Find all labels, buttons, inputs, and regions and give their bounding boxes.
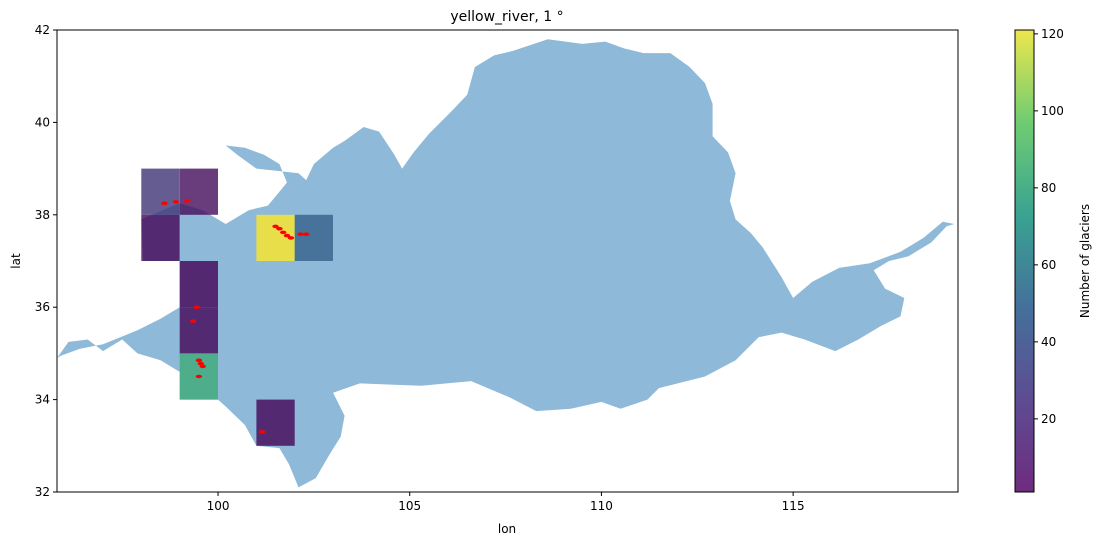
glacier-point [280,230,287,235]
glacier-point [287,236,295,240]
glacier-point [197,361,204,366]
glacier-point [195,358,203,363]
plot-frame [56,29,959,493]
basin-polygon [57,39,955,488]
colorbar-ticks: 20 40 60 80 100 120 [1034,27,1064,426]
y-tick-label: 42 [35,23,50,37]
glacier-point [283,233,291,238]
grid-cell [256,399,295,446]
plot-area [57,39,955,488]
colorbar-tick-label: 60 [1041,258,1056,272]
grid-cells [141,168,333,446]
grid-cell [141,168,180,215]
glacier-point [303,232,310,236]
colorbar-gradient [1014,29,1035,493]
glacier-point [161,201,168,206]
colorbar-tick-label: 100 [1041,104,1064,118]
y-tick-label: 36 [35,300,50,314]
y-tick-label: 32 [35,485,50,499]
colorbar-tick-label: 80 [1041,181,1056,195]
glacier-point [199,364,206,369]
grid-cell [141,214,180,261]
chart-title: yellow_river, 1 ° [450,9,563,25]
y-axis-label: lat [9,253,23,269]
glacier-point [297,232,304,236]
x-axis-ticks: 100 105 110 115 [207,492,805,513]
colorbar-tick-label: 40 [1041,335,1056,349]
glacier-point [172,200,180,204]
y-tick-label: 38 [35,208,50,222]
glacier-point [276,226,283,231]
grid-cell [179,168,218,215]
glacier-point [272,224,279,229]
y-tick-label: 34 [35,393,50,407]
colorbar: 20 40 60 80 100 120 Number of glaciers [1014,27,1092,493]
colorbar-tick-label: 120 [1041,27,1064,41]
glacier-point [184,199,191,203]
x-tick-label: 100 [207,499,230,513]
grid-cell [294,214,333,261]
glacier-point [195,374,203,379]
grid-cell [179,261,218,308]
x-axis-label: lon [498,522,516,536]
glacier-point [189,319,197,323]
y-axis-ticks: 32 34 36 38 40 42 [35,23,57,499]
x-tick-label: 110 [590,499,613,513]
x-tick-label: 115 [782,499,805,513]
colorbar-tick-label: 20 [1041,412,1056,426]
x-tick-label: 105 [398,499,421,513]
y-tick-label: 40 [35,115,50,129]
glacier-point [258,430,266,434]
glacier-markers [161,199,310,434]
grid-cell [179,307,218,354]
colorbar-label: Number of glaciers [1078,204,1092,318]
glacier-point [193,305,201,310]
